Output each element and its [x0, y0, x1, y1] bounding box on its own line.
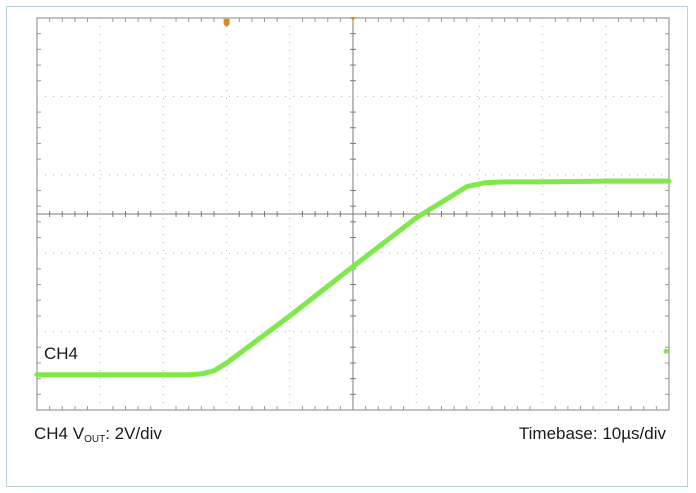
channel-caption-subscript: OUT: [84, 434, 106, 445]
trigger-marker: [223, 19, 230, 27]
series-line-1: [34, 178, 672, 378]
trace-layer: [34, 178, 672, 378]
center-marker: [350, 17, 356, 21]
channel-caption-prefix: CH4 V: [34, 424, 85, 443]
channel-caption-suffix: : 2V/div: [105, 424, 162, 443]
grid: [36, 17, 670, 411]
channel-scale-caption: CH4 VOUT: 2V/div: [34, 424, 162, 445]
markers: [223, 17, 669, 354]
timebase-caption: Timebase: 10µs/div: [518, 424, 666, 443]
figure-frame: [6, 6, 688, 487]
series-label-ch4: CH4: [44, 344, 78, 363]
channel-level-marker: [663, 348, 669, 354]
